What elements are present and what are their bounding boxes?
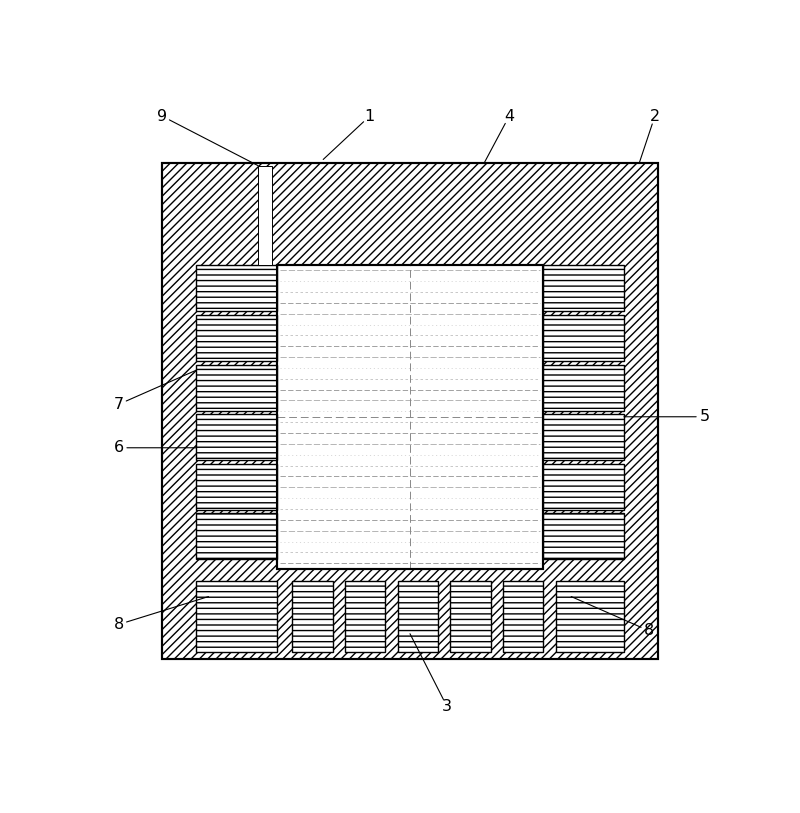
Text: 8: 8	[114, 617, 124, 632]
Bar	[277, 265, 543, 568]
Text: 5: 5	[699, 409, 710, 424]
Bar	[543, 514, 624, 559]
Bar	[556, 581, 624, 652]
Text: 7: 7	[114, 397, 124, 412]
Bar	[162, 163, 658, 659]
Bar	[258, 166, 272, 265]
Text: 3: 3	[442, 699, 452, 715]
Text: 4: 4	[504, 109, 514, 124]
Bar	[196, 514, 277, 559]
Bar	[450, 581, 490, 652]
Bar	[196, 581, 277, 652]
Bar	[543, 315, 624, 361]
Bar	[196, 315, 277, 361]
Bar	[398, 581, 438, 652]
Bar	[196, 266, 277, 311]
Bar	[543, 365, 624, 411]
Bar	[196, 365, 277, 411]
Text: 8: 8	[643, 624, 654, 638]
Bar	[543, 464, 624, 510]
Bar	[503, 581, 543, 652]
Text: 2: 2	[650, 109, 660, 124]
Bar	[162, 163, 658, 659]
Bar	[196, 464, 277, 510]
Text: 6: 6	[114, 441, 124, 455]
Bar	[543, 266, 624, 311]
Bar	[196, 415, 277, 460]
Bar	[277, 265, 543, 568]
Bar	[345, 581, 386, 652]
Text: 9: 9	[157, 109, 167, 124]
Bar	[543, 415, 624, 460]
Bar	[292, 581, 333, 652]
Text: 1: 1	[365, 109, 375, 124]
